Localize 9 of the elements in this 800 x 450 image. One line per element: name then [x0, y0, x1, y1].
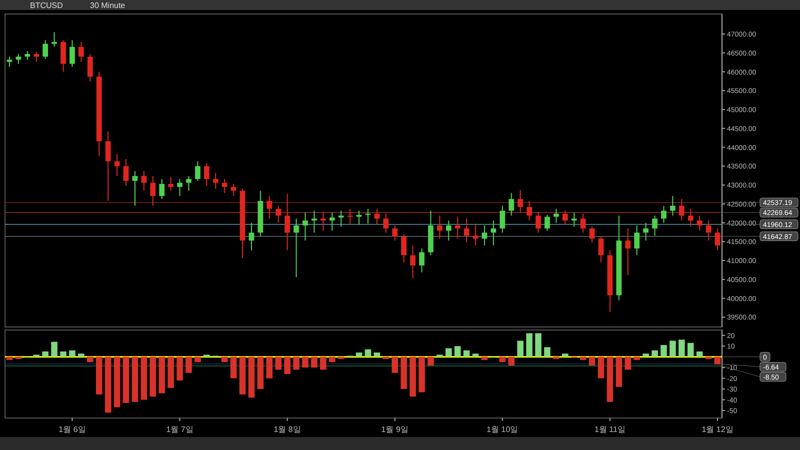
x-tick-label: 1월 12일	[702, 425, 734, 434]
x-tick-label: 1월 8일	[274, 425, 301, 434]
x-tick-label: 1월 11일	[594, 425, 626, 434]
x-tick-label: 1월 10일	[486, 425, 518, 434]
x-tick-label: 1월 9일	[381, 425, 408, 434]
chart-title: BTCUSD	[30, 1, 64, 10]
x-tick-label: 1월 7일	[166, 425, 194, 434]
x-tick-label: 1월 6일	[58, 425, 86, 434]
chart-subtitle: 30 Minute	[90, 1, 126, 10]
